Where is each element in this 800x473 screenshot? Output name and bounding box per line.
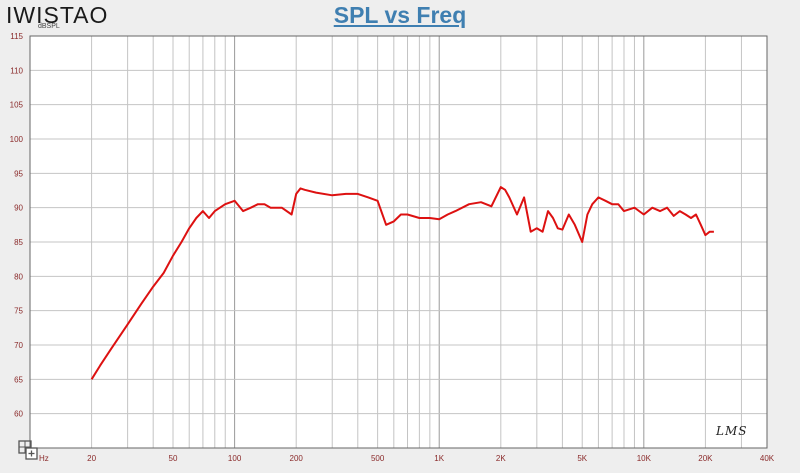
spl-response-curve (90, 186, 714, 380)
y-tick-label: 90 (14, 204, 23, 213)
grid-plus-icon[interactable] (17, 439, 39, 461)
plot-border (29, 35, 768, 449)
x-axis-unit: Hz (39, 454, 49, 463)
y-tick-label: 95 (14, 169, 23, 178)
y-tick-label: 105 (10, 101, 24, 110)
y-tick-label: 60 (14, 410, 23, 419)
x-tick-label: 20K (698, 454, 713, 463)
x-tick-label: 500 (371, 454, 385, 463)
x-tick-label: 200 (290, 454, 304, 463)
x-tick-labels: 20 50 100 200 500 1K 2K 5K 10K 20K 40K (87, 454, 775, 463)
y-tick-label: 75 (14, 307, 23, 316)
x-tick-label: 2K (496, 454, 506, 463)
y-tick-labels: 115 110 105 100 95 90 85 80 75 70 65 60 (10, 32, 24, 419)
y-tick-label: 110 (10, 66, 23, 75)
y-tick-label: 85 (14, 238, 23, 247)
x-tick-label: 10K (637, 454, 652, 463)
y-tick-label: 100 (10, 135, 24, 144)
lms-watermark: LMS (716, 424, 748, 438)
brand-logo-text: IWISTAO (6, 2, 109, 28)
x-tick-label: 20 (87, 454, 96, 463)
x-tick-label: 50 (169, 454, 178, 463)
chart-title: SPL vs Freq (333, 2, 467, 28)
y-tick-label: 70 (14, 341, 23, 350)
x-tick-label: 100 (228, 454, 242, 463)
x-tick-label: 40K (760, 454, 775, 463)
y-tick-label: 115 (10, 32, 23, 41)
x-tick-label: 5K (577, 454, 587, 463)
y-axis-label: dBSPL (38, 23, 60, 30)
x-tick-label: 1K (434, 454, 444, 463)
y-tick-label: 80 (14, 272, 23, 281)
y-tick-label: 65 (14, 375, 23, 384)
